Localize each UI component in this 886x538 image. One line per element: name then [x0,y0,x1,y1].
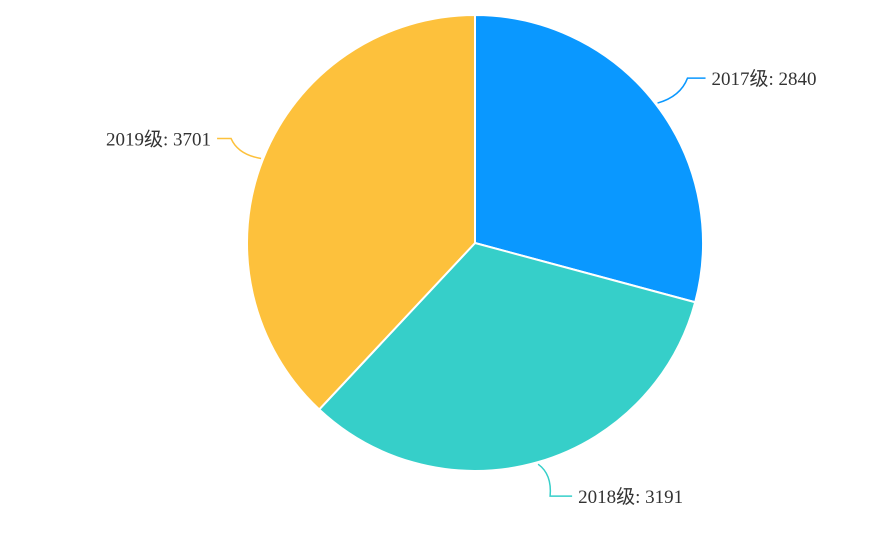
slice-label-2: 2019级: 3701 [106,129,211,151]
leader-lines [217,77,706,497]
leader-line-2 [217,137,262,160]
leader-line-1 [537,463,573,497]
slice-label-1: 2018级: 3191 [578,486,683,508]
pie-slices [246,14,704,472]
slice-labels: 2017级: 2840 2018级: 3191 2019级: 3701 [106,68,817,508]
pie-slice-1[interactable] [318,242,697,472]
pie-slice-0[interactable] [474,14,704,304]
pie-slice-2[interactable] [246,14,476,411]
slice-label-0: 2017级: 2840 [712,68,817,90]
leader-line-0 [657,77,706,104]
